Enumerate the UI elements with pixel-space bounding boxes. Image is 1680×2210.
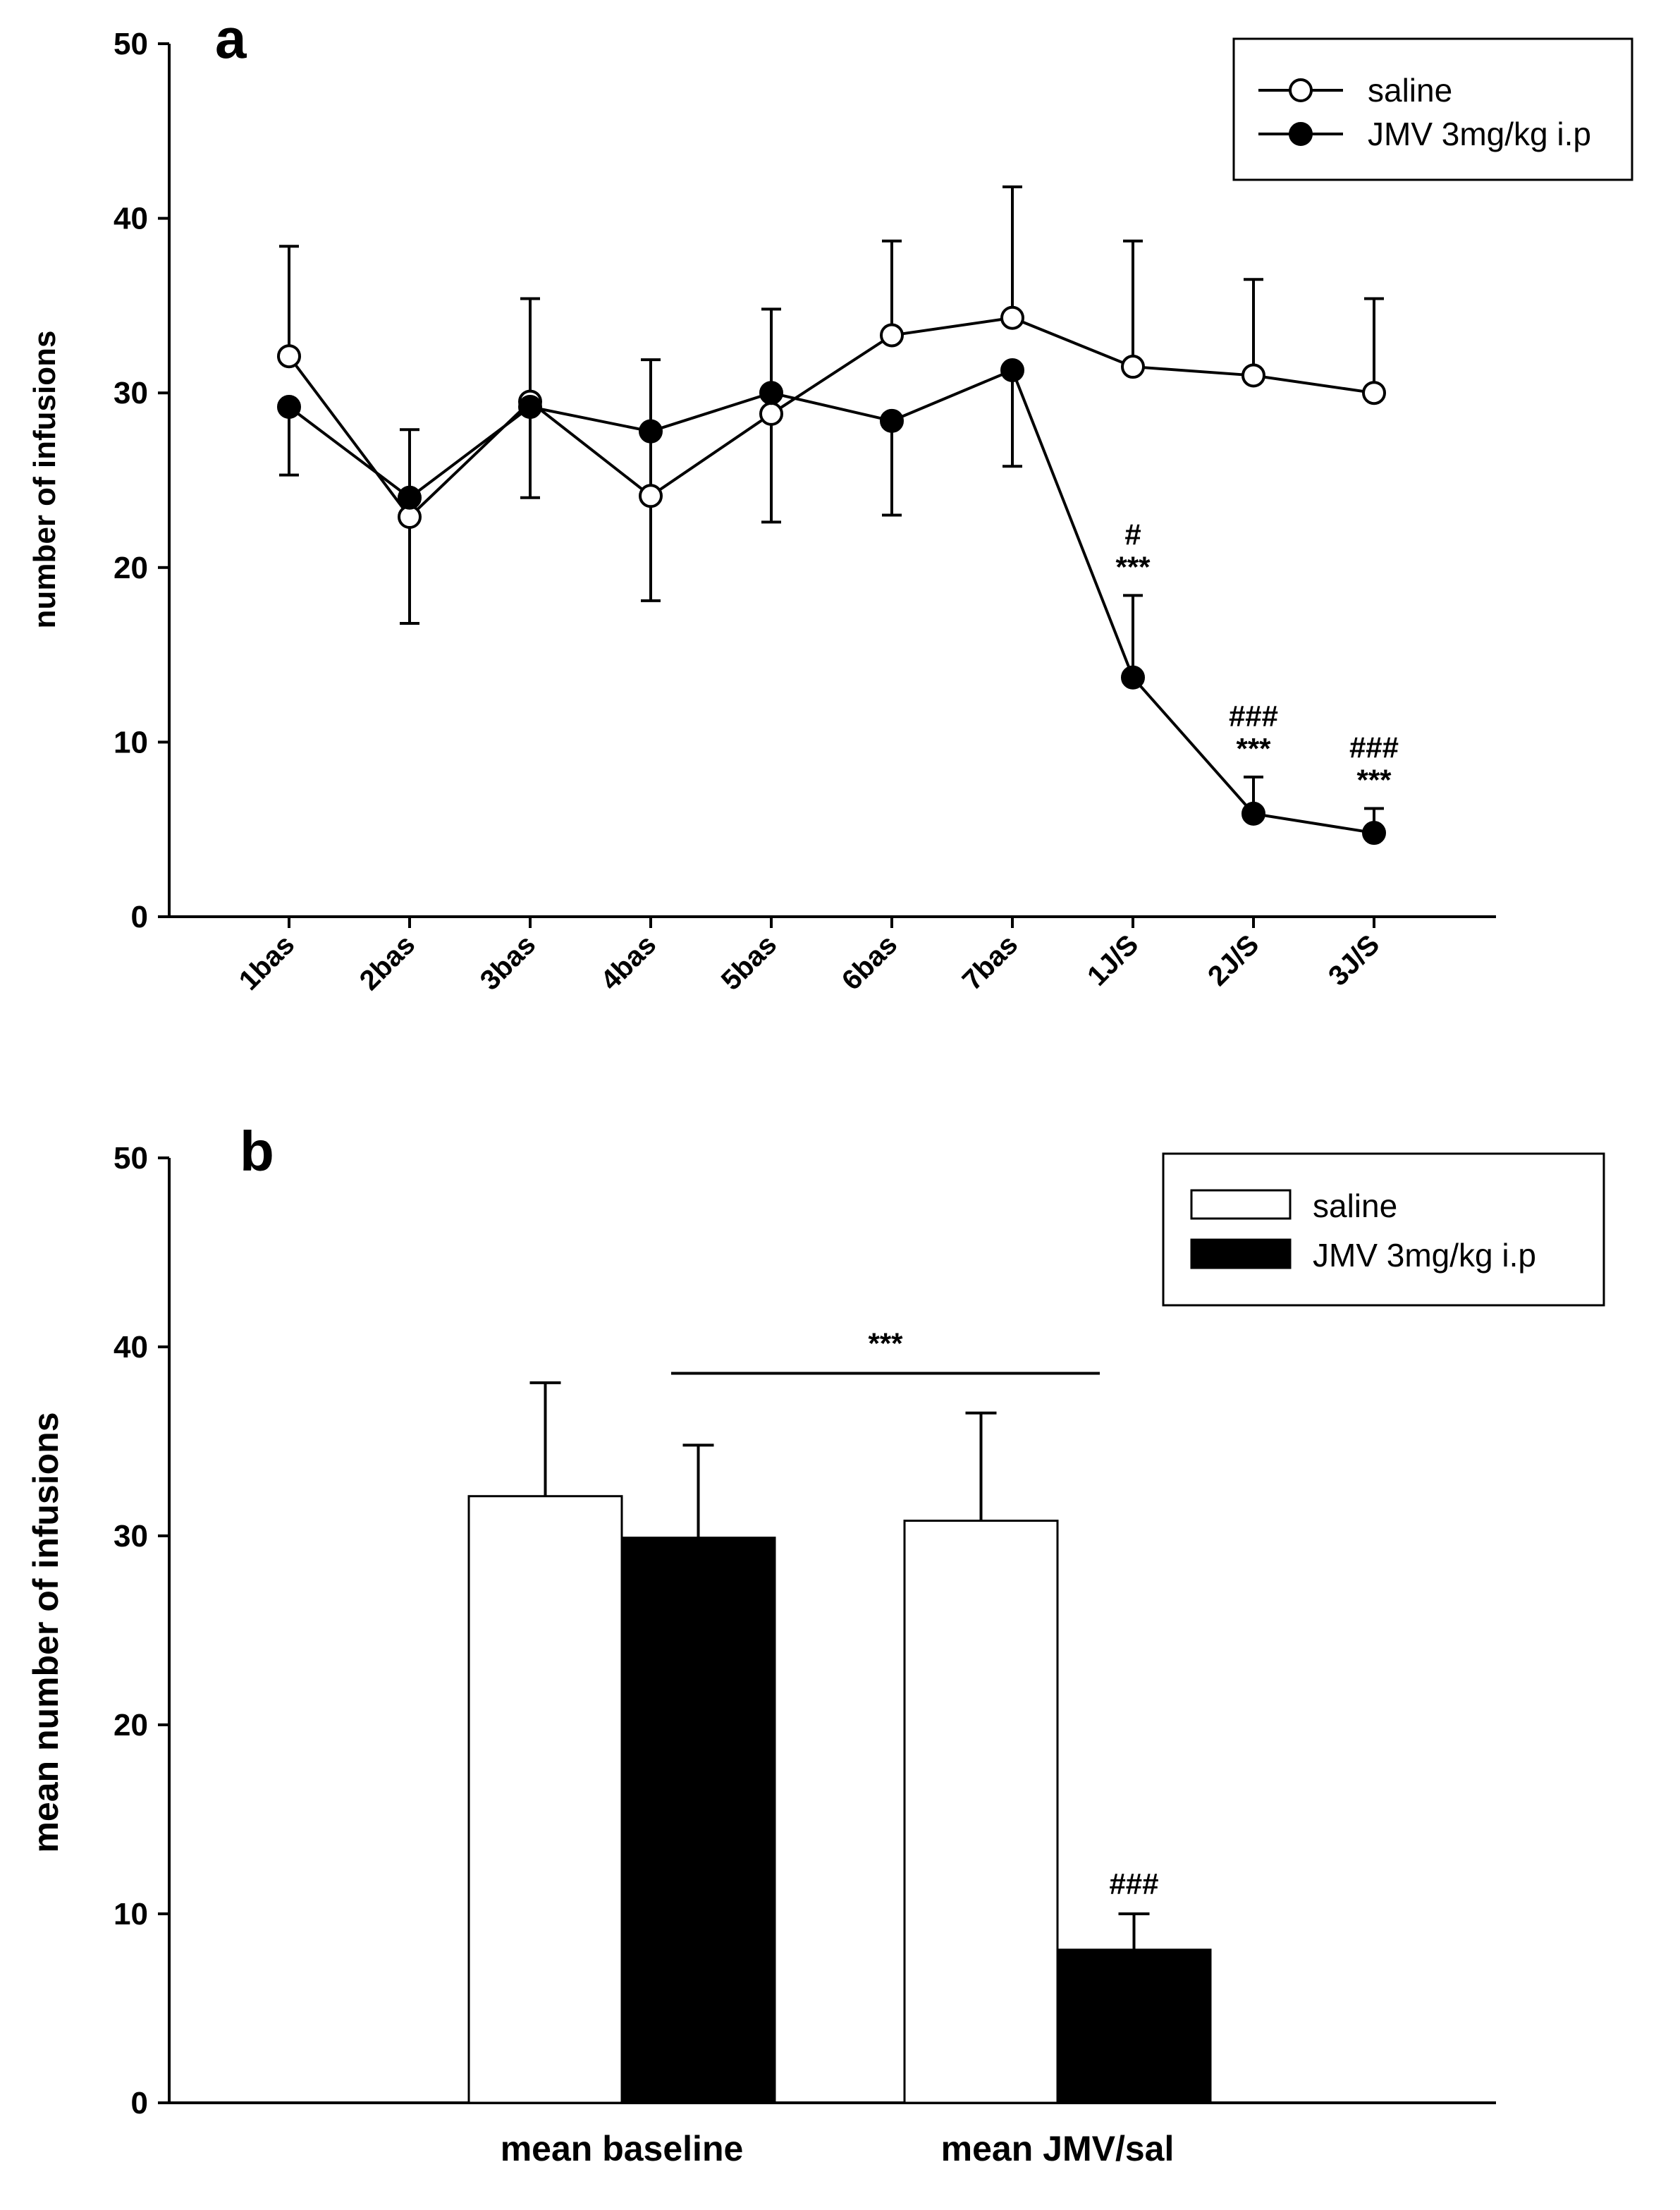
panel-b-bar-jmv-mean-jmv-sal [1056, 1948, 1212, 2104]
panel-b-bars [467, 1495, 1212, 2104]
panel-a-x-tick-label-6bas: 6bas [836, 929, 904, 996]
panel-b-label: b [240, 1120, 274, 1183]
panel-a-error-bars [279, 185, 1384, 834]
panel-a-legend-saline: saline [1368, 72, 1452, 109]
panel-a-legend-box [1232, 37, 1633, 181]
panel-a-x-tick-label-5bas: 5bas [716, 929, 783, 996]
panel-a-legend-jmv: JMV 3mg/kg i.p [1368, 116, 1591, 152]
panel-a-point-saline-5bas [759, 401, 783, 426]
panel-b-significance-bracket-label: *** [868, 1327, 903, 1360]
panel-b-ticks: 0 10 20 30 40 50 mean baseline mean JMV/sal [114, 1141, 1174, 2168]
panel-b-significance-label: ### [1109, 1867, 1158, 1900]
panel-b-axes [168, 1158, 1496, 2104]
panel-a-x-tick-label-3bas: 3bas [474, 929, 542, 996]
panel-b-y-axis-label: mean number of infusions [26, 1412, 66, 1852]
panel-a-point-saline-4bas [639, 484, 663, 508]
panel-a-point-jmv-1bas [277, 395, 301, 420]
panel-a-point-jmv-2j-s [1241, 801, 1265, 826]
panel-a-significance-3j-s-0: ### [1349, 731, 1399, 764]
panel-b-legend-saline: saline [1313, 1188, 1397, 1224]
legend-saline-open-circle-icon [1289, 78, 1313, 102]
panel-a-series-lines [288, 316, 1375, 835]
panel-a-y-axis-label: number of infusions [27, 331, 62, 629]
panel-a-y-tick-label-40: 40 [114, 202, 148, 236]
panel-a-point-jmv-2bas [398, 485, 422, 510]
panel-a-point-saline-7bas [1000, 305, 1024, 330]
panel-a-point-saline-1j-s [1121, 355, 1145, 379]
panel-a-significance-1j-s-0: # [1124, 518, 1141, 551]
panel-a-point-saline-1bas [277, 344, 301, 369]
panel-a-x-tick-label-7bas: 7bas [957, 929, 1024, 996]
panel-a-label: a [215, 7, 247, 70]
panel-a-significance-1j-s-1: *** [1115, 550, 1151, 583]
panel-a-point-jmv-3j-s [1362, 821, 1386, 845]
panel-a-point-saline-3j-s [1362, 381, 1386, 405]
panel-b-y-tick-label-20: 20 [114, 1708, 148, 1742]
panel-b-legend-box [1162, 1152, 1605, 1307]
panel-b-bar-saline-mean-baseline [467, 1495, 623, 2104]
panel-a-legend: saline JMV 3mg/kg i.p [1232, 37, 1633, 181]
panel-b-legend: saline JMV 3mg/kg i.p [1162, 1152, 1605, 1307]
panel-a-point-saline-2j-s [1241, 363, 1265, 388]
panel-b-y-tick-label-10: 10 [114, 1897, 148, 1931]
panel-a-point-jmv-5bas [759, 381, 783, 405]
panel-a-point-jmv-1j-s [1121, 665, 1145, 690]
panel-a-significance-2j-s-1: *** [1236, 732, 1271, 765]
panel-b-category-label-mean-jmv-sal: mean JMV/sal [941, 2129, 1175, 2168]
panel-a-series-line-jmv [288, 368, 1375, 835]
panel-b-y-tick-label-40: 40 [114, 1330, 148, 1365]
panel-a-significance-3j-s-1: *** [1356, 763, 1392, 796]
panel-a-series-line-saline [288, 316, 1375, 519]
panel-b-annotations: *** ### [671, 1327, 1159, 1900]
panel-a-point-jmv-6bas [880, 408, 904, 433]
panel-a-point-saline-6bas [880, 323, 904, 348]
panel-b-bar-saline-mean-jmv-sal [903, 1520, 1059, 2104]
panel-b-legend-jmv: JMV 3mg/kg i.p [1313, 1237, 1536, 1274]
legend-jmv-filled-circle-icon [1289, 122, 1313, 146]
panel-a-point-jmv-3bas [518, 395, 542, 420]
panel-b-error-bars [529, 1381, 1150, 1950]
panel-a-x-tick-label-1bas: 1bas [233, 929, 301, 996]
panel-a-y-tick-label-30: 30 [114, 376, 148, 410]
panel-b-bar-jmv-mean-baseline [620, 1537, 776, 2104]
panel-a-x-tick-label-4bas: 4bas [595, 929, 663, 996]
panel-a-x-tick-label-2bas: 2bas [354, 929, 422, 996]
legend-saline-swatch [1190, 1189, 1292, 1220]
panel-a-x-tick-label-2j-s: 2J/S [1202, 929, 1265, 991]
panel-a-line-chart: a number of infusions 0 10 20 30 40 50 1bas 2ba… [27, 7, 1633, 996]
panel-b-y-tick-label-50: 50 [114, 1141, 148, 1176]
panel-b-y-tick-label-0: 0 [131, 2086, 148, 2120]
panel-a-point-jmv-7bas [1000, 358, 1024, 383]
panel-a-y-tick-label-50: 50 [114, 27, 148, 61]
panel-a-x-tick-label-3j-s: 3J/S [1323, 929, 1385, 991]
panel-a-markers [277, 305, 1386, 845]
panel-b-bar-chart: b mean number of infusions 0 10 20 30 40 50 me… [26, 1120, 1605, 2168]
panel-a-x-tick-label-1j-s: 1J/S [1081, 929, 1144, 991]
panel-a-axes [168, 44, 1496, 918]
panel-a-significance-2j-s-0: ### [1229, 700, 1278, 733]
panel-a-y-tick-label-20: 20 [114, 551, 148, 585]
panel-a-point-jmv-4bas [639, 419, 663, 444]
panel-a-annotations: #***###*** ###*** [1115, 518, 1399, 796]
panel-a-y-tick-label-0: 0 [131, 900, 148, 934]
legend-jmv-swatch [1190, 1238, 1292, 1269]
panel-b-y-tick-label-30: 30 [114, 1519, 148, 1553]
panel-a-ticks: 0 10 20 30 40 50 1bas 2bas 3bas 4bas 5bas 6bas 7bas 1… [114, 27, 1385, 996]
panel-a-y-tick-label-10: 10 [114, 725, 148, 759]
panel-b-category-label-mean-baseline: mean baseline [501, 2129, 744, 2168]
